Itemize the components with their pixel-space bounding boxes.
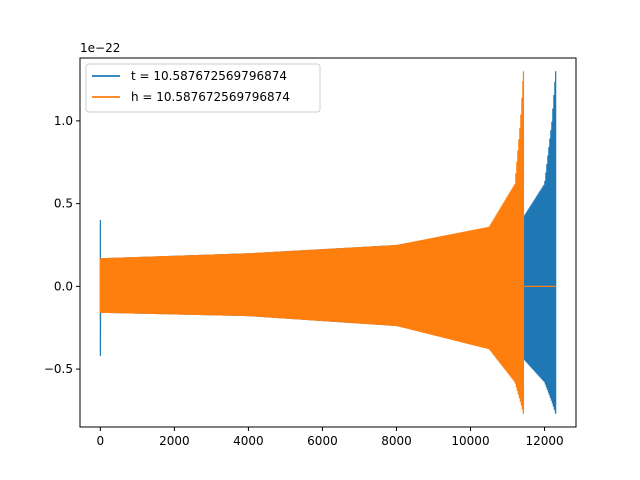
plot-area [99, 71, 557, 414]
legend: t = 10.587672569796874 h = 10.58767256979… [85, 63, 321, 113]
x-tick-label: 10000 [451, 434, 489, 448]
axes-frame [79, 57, 577, 428]
x-tick-label: 6000 [307, 434, 338, 448]
legend-label: h = 10.587672569796874 [131, 90, 290, 104]
x-tick-label: 4000 [233, 434, 264, 448]
x-tick-label: 8000 [381, 434, 412, 448]
legend-label: t = 10.587672569796874 [131, 69, 287, 83]
y-tick-label: 0.5 [54, 197, 73, 211]
y-offset-text: 1e−22 [80, 41, 120, 55]
x-tick-label: 2000 [159, 434, 190, 448]
series-line [99, 71, 556, 414]
legend-box [85, 63, 321, 113]
x-tick-label: 12000 [525, 434, 563, 448]
y-tick-label: 0.0 [54, 279, 73, 293]
y-tick-label: −0.5 [44, 362, 73, 376]
y-tick-label: 1.0 [54, 114, 73, 128]
x-tick-label: 0 [97, 434, 105, 448]
x-axis: 0 2000 4000 6000 8000 10000 12000 [97, 427, 564, 448]
y-axis: −0.5 0.0 0.5 1.0 [44, 114, 80, 376]
series-h [99, 71, 556, 414]
